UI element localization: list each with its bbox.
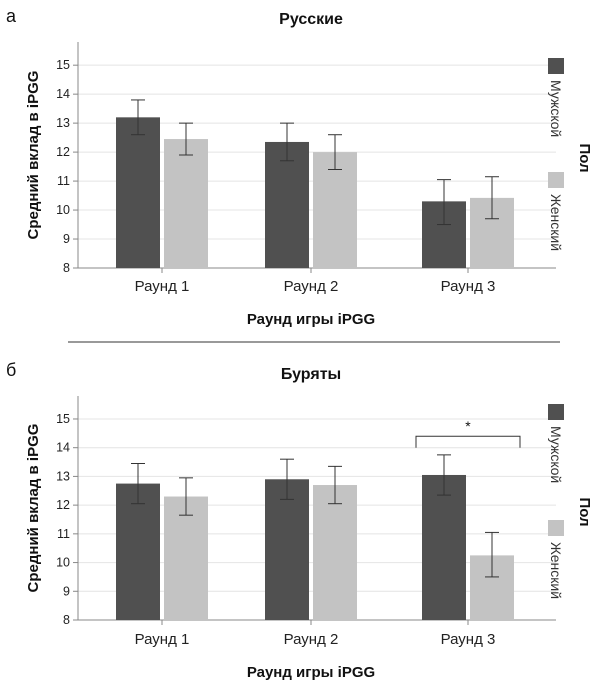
y-tick-label: 10 bbox=[56, 556, 70, 570]
legend-label-male: Мужской bbox=[548, 426, 564, 483]
bar-female bbox=[164, 139, 208, 268]
x-tick-label: Раунд 1 bbox=[135, 631, 190, 648]
y-tick-label: 10 bbox=[56, 203, 70, 217]
x-tick-label: Раунд 3 bbox=[441, 278, 496, 295]
x-axis-label: Раунд игры iPGG bbox=[247, 311, 375, 328]
legend: Мужской Женский Пол bbox=[548, 58, 593, 251]
bar-male bbox=[265, 141, 309, 268]
y-tick-label: 13 bbox=[56, 116, 70, 130]
legend-title: Пол bbox=[576, 143, 593, 172]
legend-label-female: Женский bbox=[548, 542, 564, 599]
y-tick-label: 15 bbox=[56, 58, 70, 72]
x-tick-label: Раунд 2 bbox=[284, 278, 339, 295]
bar-male bbox=[265, 479, 309, 620]
legend: Мужской Женский Пол bbox=[548, 404, 593, 599]
chart-title: Русские bbox=[279, 11, 343, 28]
y-axis-label: Средний вклад в iPGG bbox=[25, 71, 42, 240]
bar-female bbox=[164, 496, 208, 620]
y-tick-label: 14 bbox=[56, 87, 70, 101]
bar-male bbox=[116, 117, 160, 268]
legend-swatch-female bbox=[548, 172, 564, 188]
panel-letter-b: б bbox=[6, 360, 16, 380]
chart-russians: Русские 8 9 10 11 12 13 14 15 Раунд 1 Раунд 2 Раунд… bbox=[25, 11, 593, 328]
chart-title: Буряты bbox=[281, 366, 341, 383]
legend-label-female: Женский bbox=[548, 194, 564, 251]
significance-bracket bbox=[415, 435, 521, 448]
y-tick-label: 13 bbox=[56, 469, 70, 483]
y-tick-label: 8 bbox=[63, 261, 70, 275]
bar-female bbox=[313, 485, 357, 620]
legend-swatch-male bbox=[548, 404, 564, 420]
chart-buryats: Буряты 8 9 10 11 12 13 14 15 Раунд 1 Раунд 2 Раунд … bbox=[25, 366, 593, 681]
bar-male bbox=[116, 483, 160, 620]
legend-swatch-female bbox=[548, 520, 564, 536]
y-tick-label: 14 bbox=[56, 441, 70, 455]
legend-label-male: Мужской bbox=[548, 80, 564, 137]
y-axis-label: Средний вклад в iPGG bbox=[25, 424, 42, 593]
bar-female bbox=[313, 152, 357, 268]
y-tick-label: 12 bbox=[56, 145, 70, 159]
significance-marker: * bbox=[465, 418, 471, 434]
y-tick-label: 11 bbox=[57, 527, 70, 541]
x-tick-label: Раунд 1 bbox=[135, 278, 190, 295]
legend-title: Пол bbox=[576, 497, 593, 526]
y-tick-label: 8 bbox=[63, 613, 70, 627]
y-tick-label: 11 bbox=[57, 174, 70, 188]
x-tick-label: Раунд 2 bbox=[284, 631, 339, 648]
y-tick-label: 12 bbox=[56, 498, 70, 512]
bar-male bbox=[422, 474, 466, 620]
y-tick-label: 9 bbox=[63, 232, 70, 246]
y-tick-label: 15 bbox=[56, 412, 70, 426]
legend-swatch-male bbox=[548, 58, 564, 74]
y-tick-label: 9 bbox=[63, 584, 70, 598]
x-axis-label: Раунд игры iPGG bbox=[247, 664, 375, 681]
x-tick-label: Раунд 3 bbox=[441, 631, 496, 648]
panel-letter-a: а bbox=[6, 6, 17, 26]
